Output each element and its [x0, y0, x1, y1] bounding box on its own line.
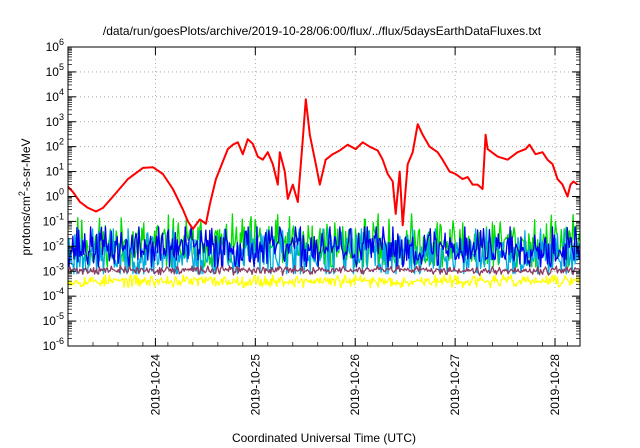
series-line-4 — [68, 274, 580, 289]
y-tick-label: 10-2 — [43, 236, 64, 253]
y-tick-label: 10-1 — [43, 211, 64, 228]
series-line-6 — [68, 98, 579, 230]
y-tick-label: 105 — [46, 62, 64, 79]
y-tick-label: 106 — [46, 37, 64, 54]
y-tick-label: 103 — [46, 112, 64, 129]
x-tick-label: 2019-10-26 — [348, 354, 362, 416]
axis-ticks: 10-6 10-5 10-4 10-3 10-2 10-1 100 101 102 103 104 1… — [43, 37, 580, 415]
y-axis-label: protons/cm2-s-sr-MeV — [17, 138, 33, 255]
series-line-3 — [68, 226, 580, 268]
y-tick-label: 102 — [46, 137, 64, 154]
y-tick-label: 10-6 — [43, 336, 64, 353]
plot-series-area — [68, 98, 580, 289]
y-tick-label: 104 — [46, 87, 64, 104]
y-tick-label: 100 — [46, 187, 64, 204]
y-tick-label: 101 — [46, 162, 64, 179]
y-tick-label: 10-4 — [43, 286, 64, 303]
x-axis-label: Coordinated Universal Time (UTC) — [232, 431, 416, 445]
x-tick-label: 2019-10-25 — [248, 354, 262, 416]
grid — [68, 47, 580, 346]
series-line-2 — [68, 228, 580, 275]
x-tick-label: 2019-10-27 — [448, 354, 462, 416]
y-tick-label: 10-5 — [43, 311, 64, 328]
chart-title: /data/run/goesPlots/archive/2019-10-28/0… — [103, 24, 542, 38]
y-tick-label: 10-3 — [43, 261, 64, 278]
series-line-5 — [68, 264, 580, 276]
x-tick-label: 2019-10-24 — [148, 354, 162, 416]
x-tick-label: 2019-10-28 — [548, 354, 562, 416]
